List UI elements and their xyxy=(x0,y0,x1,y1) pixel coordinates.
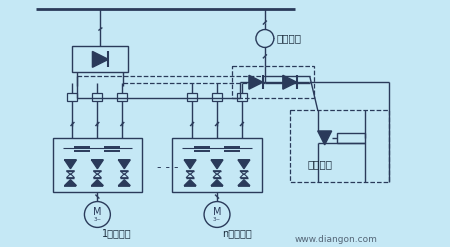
Text: 脉冲电阵: 脉冲电阵 xyxy=(308,159,333,169)
Text: - - -: - - - xyxy=(158,161,179,174)
Polygon shape xyxy=(211,180,223,186)
Text: M: M xyxy=(213,207,221,218)
Text: 再生回馈: 再生回馈 xyxy=(277,34,302,43)
Polygon shape xyxy=(92,51,108,67)
Bar xyxy=(212,93,222,101)
Bar xyxy=(117,93,127,101)
Bar xyxy=(72,46,128,72)
Polygon shape xyxy=(238,180,250,186)
Text: 1号逆变器: 1号逆变器 xyxy=(103,228,132,238)
Polygon shape xyxy=(211,160,223,169)
Text: www.diangon.com: www.diangon.com xyxy=(295,235,378,244)
Polygon shape xyxy=(184,160,196,169)
Polygon shape xyxy=(91,160,104,169)
Bar xyxy=(290,110,390,182)
Bar xyxy=(92,93,103,101)
Circle shape xyxy=(85,202,110,227)
Polygon shape xyxy=(91,180,104,186)
Polygon shape xyxy=(283,75,297,89)
Bar xyxy=(68,93,77,101)
Text: M: M xyxy=(93,207,102,218)
Bar xyxy=(187,93,197,101)
Bar xyxy=(337,133,365,143)
Polygon shape xyxy=(118,180,130,186)
Polygon shape xyxy=(318,131,332,145)
Polygon shape xyxy=(238,160,250,169)
Text: 3~: 3~ xyxy=(93,217,101,222)
Bar xyxy=(172,138,262,192)
Bar xyxy=(232,66,314,98)
Bar xyxy=(53,138,142,192)
Circle shape xyxy=(204,202,230,227)
Text: n号逆变器: n号逆变器 xyxy=(222,228,252,238)
Polygon shape xyxy=(118,160,130,169)
Polygon shape xyxy=(184,180,196,186)
Polygon shape xyxy=(249,75,263,89)
Circle shape xyxy=(256,30,274,47)
Text: 3~: 3~ xyxy=(213,217,221,222)
Polygon shape xyxy=(64,180,76,186)
Bar xyxy=(237,93,247,101)
Polygon shape xyxy=(64,160,76,169)
